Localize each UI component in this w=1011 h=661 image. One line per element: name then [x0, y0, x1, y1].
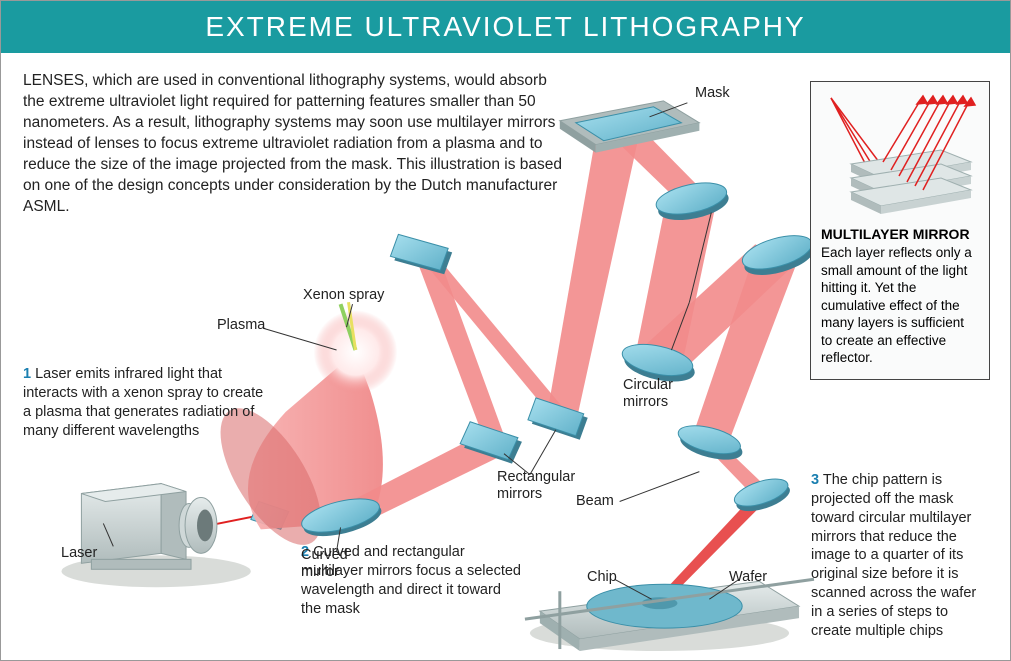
label-curved-mirror: Curved mirror [301, 547, 361, 582]
beam-3 [412, 248, 510, 451]
step-1: 1 Laser emits infrared light that intera… [23, 365, 265, 440]
label-laser: Laser [61, 545, 97, 562]
label-circular-mirrors: Circular mirrors [623, 377, 693, 412]
infographic-container: EXTREME ULTRAVIOLET LITHOGRAPHY [0, 0, 1011, 661]
plasma-glow [314, 310, 398, 394]
inset-title: MULTILAYER MIRROR [821, 226, 979, 242]
step-3-text: The chip pattern is projected off the ma… [811, 472, 976, 639]
step-3: 3 The chip pattern is projected off the … [811, 471, 991, 641]
label-mask: Mask [695, 85, 730, 102]
label-plasma: Plasma [217, 317, 265, 334]
intro-text: LENSES, which are used in conventional l… [23, 72, 562, 215]
intro-paragraph: LENSES, which are used in conventional l… [23, 71, 563, 217]
label-beam: Beam [576, 493, 614, 510]
label-chip: Chip [587, 569, 617, 586]
label-wafer: Wafer [729, 569, 767, 586]
step-1-text: Laser emits infrared light that interact… [23, 366, 263, 439]
body-area: LENSES, which are used in conventional l… [1, 53, 1010, 660]
inset-diagram [821, 90, 979, 220]
inset-text: Each layer reflects only a small amount … [821, 244, 979, 367]
mask-shape [560, 101, 700, 153]
multilayer-mirror-inset: MULTILAYER MIRROR Each layer reflects on… [810, 81, 990, 380]
step-1-num: 1 [23, 366, 31, 382]
step-3-num: 3 [811, 472, 819, 488]
title-text: EXTREME ULTRAVIOLET LITHOGRAPHY [205, 11, 805, 42]
title-bar: EXTREME ULTRAVIOLET LITHOGRAPHY [1, 1, 1010, 53]
label-xenon: Xenon spray [303, 287, 384, 304]
